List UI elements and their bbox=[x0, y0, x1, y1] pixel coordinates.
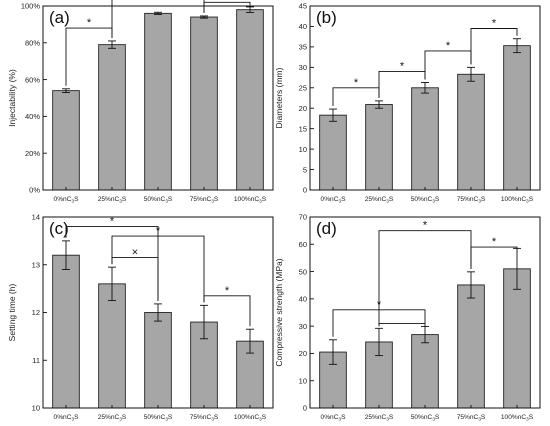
significance-label-b-2: * bbox=[446, 40, 451, 52]
significance-bracket-c-2 bbox=[111, 235, 205, 303]
y-tick-label-c-4: 14 bbox=[32, 213, 40, 222]
x-tick-label-d-0: 0%nC3S bbox=[321, 414, 347, 422]
y-tick-label-d-5: 50 bbox=[299, 267, 307, 276]
x-tick-label-c-4: 100%nC3S bbox=[234, 414, 267, 422]
x-tick-label-c-0: 0%nC3S bbox=[54, 414, 80, 422]
y-tick-label-b-5: 25 bbox=[299, 83, 307, 92]
panel-label-a: (a) bbox=[49, 8, 70, 27]
y-tick-label-d-0: 0 bbox=[303, 404, 307, 413]
significance-label-c-2: * bbox=[156, 225, 161, 237]
x-tick-label-b-3: 75%nC3S bbox=[457, 196, 486, 204]
y-axis-label-b: Diameters (mm) bbox=[274, 67, 284, 128]
significance-bracket-b-0 bbox=[332, 87, 380, 107]
significance-label-c-1: × bbox=[132, 247, 138, 259]
significance-bracket-a-2 bbox=[203, 1, 251, 13]
x-tick-label-c-2: 50%nC3S bbox=[144, 414, 173, 422]
y-tick-label-b-0: 0 bbox=[303, 186, 307, 195]
chart-panel-b: * * * * 0 5 10 15 20 25 30 35 40 45 0%nC3S 25%nC3S 50%nC… bbox=[274, 2, 541, 204]
x-tick-label-a-2: 50%nC3S bbox=[144, 196, 173, 204]
significance-bracket-b-3 bbox=[470, 28, 518, 65]
significance-bracket-a-1 bbox=[111, 0, 205, 38]
y-tick-label-a-2: 40% bbox=[25, 112, 40, 121]
y-tick-label-b-1: 5 bbox=[303, 165, 307, 174]
x-tick-label-c-3: 75%nC3S bbox=[190, 414, 219, 422]
y-tick-label-a-1: 20% bbox=[25, 149, 40, 158]
y-tick-label-a-3: 60% bbox=[25, 75, 40, 84]
x-tick-label-d-2: 50%nC3S bbox=[411, 414, 440, 422]
significance-label-c-0: * bbox=[110, 216, 115, 228]
x-tick-label-a-4: 100%nC3S bbox=[234, 196, 267, 204]
y-tick-label-b-7: 35 bbox=[299, 43, 307, 52]
y-tick-label-c-3: 13 bbox=[32, 260, 40, 269]
bar-b-0 bbox=[319, 114, 347, 191]
bar-c-1 bbox=[98, 283, 126, 409]
y-axis-label-d: Compressive strength (MPa) bbox=[274, 258, 284, 366]
panel-label-d: (d) bbox=[316, 219, 337, 238]
y-tick-label-d-7: 70 bbox=[299, 213, 307, 222]
x-tick-label-d-4: 100%nC3S bbox=[501, 414, 534, 422]
bar-a-3 bbox=[190, 16, 218, 191]
y-tick-label-a-0: 0% bbox=[29, 186, 40, 195]
y-tick-label-b-4: 20 bbox=[299, 104, 307, 113]
x-tick-label-a-3: 75%nC3S bbox=[190, 196, 219, 204]
y-tick-label-a-5: 100% bbox=[21, 2, 41, 11]
bar-b-1 bbox=[365, 104, 393, 191]
x-tick-label-b-4: 100%nC3S bbox=[501, 196, 534, 204]
y-tick-label-b-6: 30 bbox=[299, 63, 307, 72]
y-tick-label-d-3: 30 bbox=[299, 322, 307, 331]
chart-panel-a: **0%20%40%60%80%100%0%nC3S25%nC3S50%nC3S… bbox=[7, 0, 274, 204]
bar-d-2 bbox=[411, 334, 439, 409]
x-tick-label-a-1: 25%nC3S bbox=[98, 196, 127, 204]
y-tick-label-d-4: 40 bbox=[299, 295, 307, 304]
significance-label-b-3: * bbox=[492, 17, 497, 29]
significance-label-d-2: * bbox=[492, 236, 497, 248]
y-tick-label-b-9: 45 bbox=[299, 2, 307, 11]
x-tick-label-d-1: 25%nC3S bbox=[365, 414, 394, 422]
bar-b-2 bbox=[411, 87, 439, 191]
bar-b-3 bbox=[457, 73, 485, 191]
bar-b-4 bbox=[503, 45, 531, 191]
x-tick-label-d-3: 75%nC3S bbox=[457, 414, 486, 422]
y-tick-label-b-8: 40 bbox=[299, 22, 307, 31]
y-tick-label-b-3: 15 bbox=[299, 124, 307, 133]
bar-c-0 bbox=[52, 254, 80, 409]
bar-a-0 bbox=[52, 90, 80, 191]
y-tick-label-b-2: 10 bbox=[299, 145, 307, 154]
bar-a-1 bbox=[98, 44, 126, 191]
y-tick-label-d-6: 60 bbox=[299, 240, 307, 249]
significance-label-a-0: * bbox=[87, 17, 92, 29]
y-tick-label-d-1: 10 bbox=[299, 376, 307, 385]
y-tick-label-c-1: 11 bbox=[32, 356, 40, 365]
chart-panel-c: * × * * 10 11 12 13 14 0%nC3S 25%nC3S 50%nC3S 75%nC3… bbox=[7, 213, 274, 422]
bar-a-4 bbox=[236, 9, 264, 191]
bar-c-2 bbox=[144, 312, 172, 409]
y-tick-label-d-2: 20 bbox=[299, 349, 307, 358]
significance-label-b-0: * bbox=[354, 77, 359, 89]
significance-bracket-c-3 bbox=[203, 295, 251, 327]
significance-bracket-d-2 bbox=[470, 246, 518, 269]
x-tick-label-a-0: 0%nC3S bbox=[54, 196, 80, 204]
significance-label-c-3: * bbox=[225, 285, 230, 297]
significance-bracket-d-1 bbox=[378, 322, 426, 327]
x-tick-label-b-2: 50%nC3S bbox=[411, 196, 440, 204]
y-axis-label-c: Setting time (h) bbox=[7, 284, 17, 342]
x-tick-label-c-1: 25%nC3S bbox=[98, 414, 127, 422]
significance-label-d-3: * bbox=[423, 220, 428, 232]
significance-bracket-d-3 bbox=[378, 230, 472, 326]
significance-label-b-1: * bbox=[400, 60, 405, 72]
panel-label-c: (c) bbox=[49, 219, 69, 238]
panel-label-b: (b) bbox=[316, 8, 337, 27]
x-tick-label-b-0: 0%nC3S bbox=[321, 196, 347, 204]
y-tick-label-a-4: 80% bbox=[25, 39, 40, 48]
x-tick-label-b-1: 25%nC3S bbox=[365, 196, 394, 204]
y-tick-label-c-2: 12 bbox=[32, 308, 40, 317]
bar-a-2 bbox=[144, 12, 172, 191]
bar-d-3 bbox=[457, 284, 485, 409]
y-tick-label-c-0: 10 bbox=[32, 404, 40, 413]
y-axis-label-a: Injectability (%) bbox=[7, 69, 17, 127]
bar-d-4 bbox=[503, 268, 531, 409]
